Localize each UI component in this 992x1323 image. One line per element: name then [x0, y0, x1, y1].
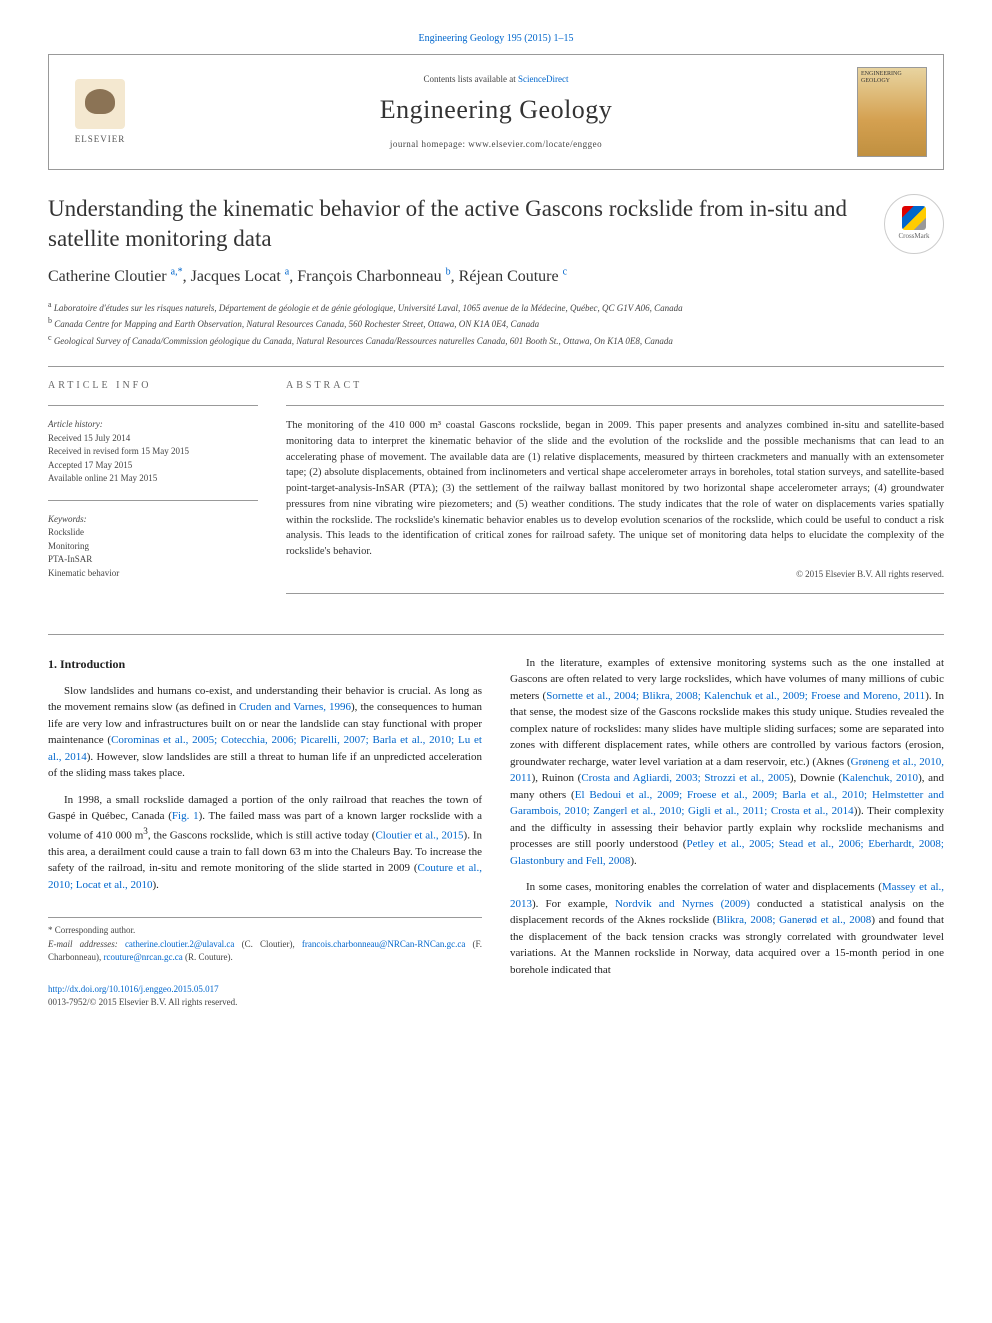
- body-paragraph: Slow landslides and humans co-exist, and…: [48, 683, 482, 782]
- divider: [48, 634, 944, 635]
- affiliation: a Laboratoire d'études sur les risques n…: [48, 299, 944, 316]
- keyword: PTA-InSAR: [48, 553, 258, 567]
- sciencedirect-link[interactable]: ScienceDirect: [518, 74, 568, 84]
- keyword: Kinematic behavior: [48, 567, 258, 581]
- article-info-heading: ARTICLE INFO: [48, 379, 258, 393]
- abstract-column: ABSTRACT The monitoring of the 410 000 m…: [286, 379, 944, 605]
- author: , Réjean Couture c: [451, 268, 567, 285]
- superscript: 3: [143, 826, 148, 836]
- keyword: Rockslide: [48, 526, 258, 540]
- affil-sup: b: [48, 316, 52, 325]
- citation-link[interactable]: Blikra, 2008; Ganerød et al., 2008: [716, 914, 871, 926]
- authors-list: Catherine Cloutier a,*, Jacques Locat a,…: [48, 266, 944, 289]
- citation-link[interactable]: Corominas et al., 2005; Cotecchia, 2006;…: [48, 734, 482, 763]
- journal-header-box: ELSEVIER Contents lists available at Sci…: [48, 54, 944, 170]
- cover-title: ENGINEERING GEOLOGY: [861, 71, 923, 84]
- journal-name: Engineering Geology: [151, 92, 841, 128]
- email-link[interactable]: rcouture@nrcan.gc.ca: [103, 952, 182, 962]
- history-line: Received 15 July 2014: [48, 432, 258, 446]
- history-line: Available online 21 May 2015: [48, 472, 258, 486]
- crossmark-badge[interactable]: CrossMark: [884, 194, 944, 254]
- abstract-copyright: © 2015 Elsevier B.V. All rights reserved…: [286, 568, 944, 581]
- corresponding-author-note: * Corresponding author.: [48, 924, 482, 938]
- affiliation: b Canada Centre for Mapping and Earth Ob…: [48, 315, 944, 332]
- footnotes: * Corresponding author. E-mail addresses…: [48, 917, 482, 965]
- keywords-label: Keywords:: [48, 513, 258, 527]
- doi-link[interactable]: http://dx.doi.org/10.1016/j.enggeo.2015.…: [48, 984, 219, 994]
- affiliation: c Geological Survey of Canada/Commission…: [48, 332, 944, 349]
- title-row: Understanding the kinematic behavior of …: [48, 194, 944, 254]
- citation-link[interactable]: Nordvik and Nyrnes (2009): [615, 898, 750, 910]
- divider: [48, 500, 258, 501]
- issn-copyright: 0013-7952/© 2015 Elsevier B.V. All right…: [48, 997, 237, 1007]
- citation-link[interactable]: Couture et al., 2010; Locat et al., 2010: [48, 862, 482, 891]
- contents-line: Contents lists available at ScienceDirec…: [151, 73, 841, 86]
- article-info-column: ARTICLE INFO Article history: Received 1…: [48, 379, 258, 605]
- author: Catherine Cloutier a,*: [48, 268, 183, 285]
- footer-bottom: http://dx.doi.org/10.1016/j.enggeo.2015.…: [48, 983, 482, 1010]
- affil-sup: a: [48, 300, 52, 309]
- author-affil-sup: a,*: [171, 267, 183, 278]
- header-center: Contents lists available at ScienceDirec…: [151, 73, 841, 151]
- keyword: Monitoring: [48, 540, 258, 554]
- body-column-left: 1. Introduction Slow landslides and huma…: [48, 655, 482, 1010]
- email-addresses: E-mail addresses: catherine.cloutier.2@u…: [48, 938, 482, 965]
- author-affil-sup: b: [446, 267, 451, 278]
- article-history-block: Article history: Received 15 July 2014Re…: [48, 418, 258, 486]
- citation-link[interactable]: Cruden and Varnes, 1996: [239, 701, 351, 713]
- citation-link[interactable]: Kalenchuk, 2010: [842, 772, 918, 784]
- author: , François Charbonneau b: [289, 268, 450, 285]
- journal-cover-thumbnail: ENGINEERING GEOLOGY: [857, 67, 927, 157]
- info-abstract-row: ARTICLE INFO Article history: Received 1…: [48, 379, 944, 605]
- abstract-text: The monitoring of the 410 000 m³ coastal…: [286, 418, 944, 560]
- email-link[interactable]: catherine.cloutier.2@ulaval.ca: [125, 939, 235, 949]
- citation-link[interactable]: El Bedoui et al., 2009; Froese et al., 2…: [510, 789, 944, 818]
- elsevier-tree-icon: [75, 79, 125, 129]
- journal-homepage: journal homepage: www.elsevier.com/locat…: [151, 138, 841, 151]
- divider: [286, 405, 944, 406]
- body-paragraph: In the literature, examples of extensive…: [510, 655, 944, 870]
- citation-link[interactable]: Engineering Geology 195 (2015) 1–15: [419, 33, 574, 44]
- history-line: Received in revised form 15 May 2015: [48, 445, 258, 459]
- affil-sup: c: [48, 333, 52, 342]
- section-heading: 1. Introduction: [48, 655, 482, 673]
- divider: [48, 366, 944, 367]
- history-line: Accepted 17 May 2015: [48, 459, 258, 473]
- affiliations-list: a Laboratoire d'études sur les risques n…: [48, 299, 944, 349]
- contents-prefix: Contents lists available at: [424, 74, 518, 84]
- emails-label: E-mail addresses:: [48, 939, 125, 949]
- citation-header: Engineering Geology 195 (2015) 1–15: [48, 32, 944, 46]
- email-link[interactable]: francois.charbonneau@NRCan-RNCan.gc.ca: [302, 939, 465, 949]
- crossmark-icon: [902, 206, 926, 230]
- citation-link[interactable]: Crosta and Agliardi, 2003; Strozzi et al…: [581, 772, 789, 784]
- author: , Jacques Locat a: [183, 268, 290, 285]
- elsevier-label: ELSEVIER: [75, 133, 126, 146]
- crossmark-label: CrossMark: [898, 232, 929, 242]
- history-label: Article history:: [48, 418, 258, 432]
- body-paragraph: In 1998, a small rockslide damaged a por…: [48, 792, 482, 894]
- keywords-block: Keywords: RockslideMonitoringPTA-InSARKi…: [48, 513, 258, 581]
- citation-link[interactable]: Fig. 1: [172, 810, 199, 822]
- abstract-heading: ABSTRACT: [286, 379, 944, 393]
- body-column-right: In the literature, examples of extensive…: [510, 655, 944, 1010]
- citation-link[interactable]: Cloutier et al., 2015: [375, 829, 463, 841]
- elsevier-logo: ELSEVIER: [65, 72, 135, 152]
- citation-link[interactable]: Sornette et al., 2004; Blikra, 2008; Kal…: [546, 690, 925, 702]
- article-title: Understanding the kinematic behavior of …: [48, 194, 868, 254]
- author-affil-sup: c: [563, 267, 567, 278]
- citation-link[interactable]: Petley et al., 2005; Stead et al., 2006;…: [510, 838, 944, 867]
- divider: [286, 593, 944, 594]
- body-paragraph: In some cases, monitoring enables the co…: [510, 879, 944, 978]
- body-columns: 1. Introduction Slow landslides and huma…: [48, 655, 944, 1010]
- divider: [48, 405, 258, 406]
